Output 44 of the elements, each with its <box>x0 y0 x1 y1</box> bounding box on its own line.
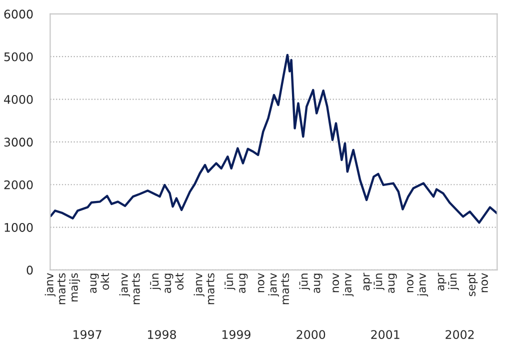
x-tick-label: jūn <box>150 274 161 290</box>
y-tick-label: 6000 <box>4 10 33 19</box>
x-tick-label: marts <box>132 273 140 304</box>
x-tick-label: nov <box>407 273 414 292</box>
x-tick-label: okt <box>100 273 110 290</box>
x2-tick-label: 1999 <box>222 330 250 340</box>
x-tick-label: janv <box>44 273 56 296</box>
x-tick-label: marts <box>57 273 66 304</box>
line-series <box>50 54 498 224</box>
y-tick-label: 0 <box>26 266 33 275</box>
x2-tick-label: 2000 <box>296 330 326 340</box>
x-tick-label: jūn <box>448 274 459 290</box>
x-tick-label: aug <box>90 274 99 293</box>
x-tick-label: jūn <box>374 274 384 290</box>
y-tick-label: 4000 <box>4 95 33 104</box>
x-tick-label: nov <box>332 273 340 292</box>
y-tick-label: 1000 <box>4 223 33 232</box>
x-tick-label: nov <box>482 273 488 292</box>
y-tick-label: 2000 <box>4 180 33 190</box>
x-tick-label: apr <box>363 272 372 290</box>
x-tick-label: aug <box>388 274 397 293</box>
x2-tick-label: 2001 <box>371 330 400 340</box>
x-tick-label: jūn <box>224 274 236 290</box>
x-tick-label: jūn <box>299 274 310 290</box>
x-tick-label: aug <box>164 274 174 293</box>
x-tick-label: sept <box>468 273 478 296</box>
x-tick-label: aug <box>314 274 322 293</box>
x-tick-label: marts <box>206 273 214 304</box>
x2-tick-label: 1998 <box>148 330 176 340</box>
x-tick-label: marts <box>281 273 290 304</box>
x-tick-label: janv <box>194 273 204 296</box>
x-tick-label: maijs <box>69 273 80 302</box>
x-tick-label: janv <box>119 273 130 296</box>
x-tick-label: janv <box>342 273 354 296</box>
y-tick-label: 5000 <box>4 52 33 62</box>
x-tick-label: aug <box>239 274 248 293</box>
x2-tick-label: 2002 <box>446 330 474 340</box>
x-tick-label: janv <box>417 273 428 296</box>
x2-tick-label: 1997 <box>74 330 102 340</box>
x-tick-label: okt <box>174 273 184 290</box>
x-tick-label: apr <box>438 272 446 290</box>
x-tick-label: janv <box>268 273 279 296</box>
x-tick-label: nov <box>258 273 264 292</box>
y-tick-label: 3000 <box>4 138 33 147</box>
